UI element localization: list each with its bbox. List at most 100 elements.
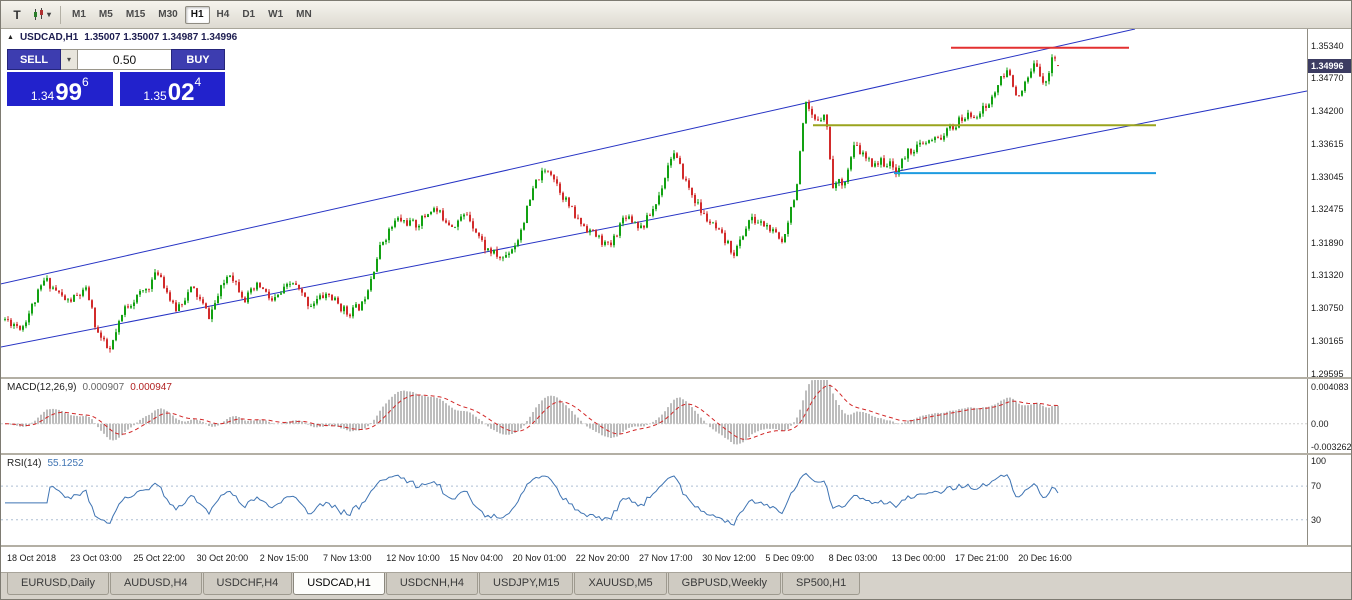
timeframe-button-d1[interactable]: D1	[242, 8, 256, 20]
tab-bar: EURUSD,Daily AUDUSD,H4 USDCHF,H4 USDCAD,H1 U…	[1, 572, 1351, 599]
toolbar-separator	[60, 5, 62, 24]
ask-point: 4	[194, 75, 202, 89]
timeframe-button-h1[interactable]: H1	[184, 5, 210, 24]
price-tick: 1.32475	[1311, 204, 1344, 215]
timeframe-button-h4[interactable]: H4	[216, 8, 230, 20]
collapse-panel-icon[interactable]: ▲	[7, 34, 14, 41]
timeframe-button-mn[interactable]: MN	[296, 8, 312, 20]
price-tick: 1.31890	[1311, 237, 1344, 248]
buy-button[interactable]: BUY	[171, 49, 225, 70]
macd-label: MACD(12,26,9) 0.000907 0.000947	[7, 382, 172, 393]
volume-input[interactable]	[78, 49, 171, 70]
price-tick: 1.33045	[1311, 171, 1344, 182]
rsi-plot[interactable]: RSI(14) 55.1252	[1, 455, 1307, 545]
chart-tab-usdjpy-m15[interactable]: USDJPY,M15	[479, 573, 574, 595]
text-tool-button[interactable]: T	[13, 7, 21, 22]
chart-tab-usdchf-h4[interactable]: USDCHF,H4	[202, 573, 293, 595]
timeframe-button-m15[interactable]: M15	[125, 8, 146, 20]
time-label: 15 Nov 04:00	[449, 553, 503, 563]
price-plot-svg	[1, 29, 1307, 353]
time-label: 7 Nov 13:00	[323, 553, 372, 563]
price-tick: 1.31320	[1311, 270, 1344, 281]
chart-tab-usdcnh-h4[interactable]: USDCNH,H4	[385, 573, 479, 595]
current-price-badge: 1.34996	[1308, 58, 1351, 73]
macd-name: MACD(12,26,9)	[7, 382, 77, 393]
rsi-axis-label: 100	[1311, 456, 1327, 466]
volume-dropdown[interactable]: ▾	[61, 49, 78, 70]
bid-pips: 99	[55, 78, 82, 106]
time-label: 12 Nov 10:00	[386, 553, 440, 563]
bid-price-box[interactable]: 1.34 99 6	[7, 72, 113, 106]
macd-axis: 0.004083 0.00 -0.003262	[1307, 379, 1351, 453]
chevron-down-icon: ▾	[47, 10, 52, 19]
rsi-panel: RSI(14) 55.1252 100 70 30	[1, 455, 1351, 545]
timeframe-button-m1[interactable]: M1	[72, 8, 86, 20]
rsi-label: RSI(14) 55.1252	[7, 458, 84, 469]
time-axis[interactable]: 18 Oct 2018 23 Oct 03:00 25 Oct 22:00 30 Oc…	[1, 547, 1351, 572]
macd-value-signal: 0.000947	[130, 382, 172, 393]
time-label: 20 Dec 16:00	[1018, 553, 1072, 563]
rsi-value: 55.1252	[47, 458, 84, 469]
macd-panel: MACD(12,26,9) 0.000907 0.000947 0.004083…	[1, 379, 1351, 453]
macd-axis-label: -0.003262	[1311, 442, 1352, 452]
chart-tab-xauusd-m5[interactable]: XAUUSD,M5	[574, 573, 667, 595]
panel-splitter[interactable]	[1, 453, 1351, 455]
time-label: 30 Nov 12:00	[702, 553, 756, 563]
rsi-axis-label: 70	[1311, 481, 1322, 492]
chart-tab-gbpusd-weekly[interactable]: GBPUSD,Weekly	[667, 573, 782, 595]
price-tick: 1.30165	[1311, 336, 1344, 347]
rsi-name: RSI(14)	[7, 458, 42, 469]
timeframe-row: M1 M5 M15 M30 H1 H4 D1 W1 MN	[66, 5, 318, 24]
chart-tab-sp500-h1[interactable]: SP500,H1	[782, 573, 861, 595]
time-label: 2 Nov 15:00	[259, 553, 309, 563]
price-tick: 1.34770	[1311, 73, 1344, 84]
macd-plot[interactable]: MACD(12,26,9) 0.000907 0.000947	[1, 379, 1307, 453]
candlestick-icon	[34, 8, 43, 20]
chart-tab-eurusd-daily[interactable]: EURUSD,Daily	[7, 573, 109, 595]
macd-axis-label: 0.004083	[1311, 382, 1349, 393]
ask-price-box[interactable]: 1.35 02 4	[119, 72, 225, 106]
sell-button[interactable]: SELL	[7, 49, 61, 70]
chart-tab-usdcad-h1[interactable]: USDCAD,H1	[293, 573, 385, 595]
macd-axis-label: 0.00	[1311, 418, 1329, 429]
price-tick: 1.30750	[1311, 302, 1344, 313]
price-tick: 1.35340	[1311, 40, 1344, 51]
time-label: 17 Dec 21:00	[955, 553, 1009, 563]
panel-splitter[interactable]	[1, 545, 1351, 547]
ask-big-figure: 1.35	[143, 89, 167, 103]
chart-ohlc-values: 1.35007 1.35007 1.34987 1.34996	[84, 32, 238, 43]
macd-value-main: 0.000907	[82, 382, 125, 393]
time-label: 18 Oct 2018	[7, 553, 57, 563]
time-label: 27 Nov 17:00	[639, 553, 693, 563]
one-click-trading-panel: SELL ▾ BUY 1.34 99 6 1.35 02 4	[7, 49, 225, 106]
main-chart-panel: ▲ USDCAD,H1 1.35007 1.35007 1.34987 1.34…	[1, 29, 1351, 379]
toolbar: T ▾ M1 M5 M15 M30 H1 H4 D1 W1 MN	[1, 1, 1351, 29]
time-label: 22 Nov 20:00	[575, 553, 630, 563]
panel-splitter[interactable]	[1, 377, 1351, 379]
ask-pips: 02	[167, 78, 195, 106]
rsi-plot-svg	[1, 472, 1307, 526]
price-axis: 1.34996 1.35340 1.34770 1.34200 1.33615 1.33…	[1307, 29, 1351, 379]
time-label: 5 Dec 09:00	[765, 553, 814, 563]
rsi-axis-label: 30	[1311, 514, 1322, 525]
price-tick: 1.34200	[1311, 105, 1344, 116]
timeframe-button-m30[interactable]: M30	[158, 8, 178, 20]
time-label: 23 Oct 03:00	[70, 553, 122, 563]
timeframe-button-w1[interactable]: W1	[268, 8, 284, 20]
chart-tab-audusd-h4[interactable]: AUDUSD,H4	[109, 573, 202, 595]
time-label: 13 Dec 00:00	[891, 553, 946, 563]
bid-big-figure: 1.34	[30, 89, 55, 103]
time-label: 30 Oct 20:00	[196, 553, 249, 563]
chart-ohlc-label: ▲ USDCAD,H1 1.35007 1.35007 1.34987 1.34…	[7, 32, 237, 43]
price-tick: 1.29595	[1311, 368, 1344, 379]
bid-point: 6	[81, 75, 89, 89]
timeframe-button-m5[interactable]: M5	[98, 8, 113, 20]
chart-symbol-label: USDCAD,H1	[19, 32, 79, 43]
macd-plot-svg	[1, 380, 1307, 445]
price-tick: 1.33615	[1311, 139, 1344, 150]
price-plot[interactable]: ▲ USDCAD,H1 1.35007 1.35007 1.34987 1.34…	[1, 29, 1307, 377]
time-label: 25 Oct 22:00	[133, 553, 185, 563]
rsi-axis: 100 70 30	[1307, 455, 1351, 545]
chart-type-button[interactable]: ▾	[28, 5, 55, 25]
